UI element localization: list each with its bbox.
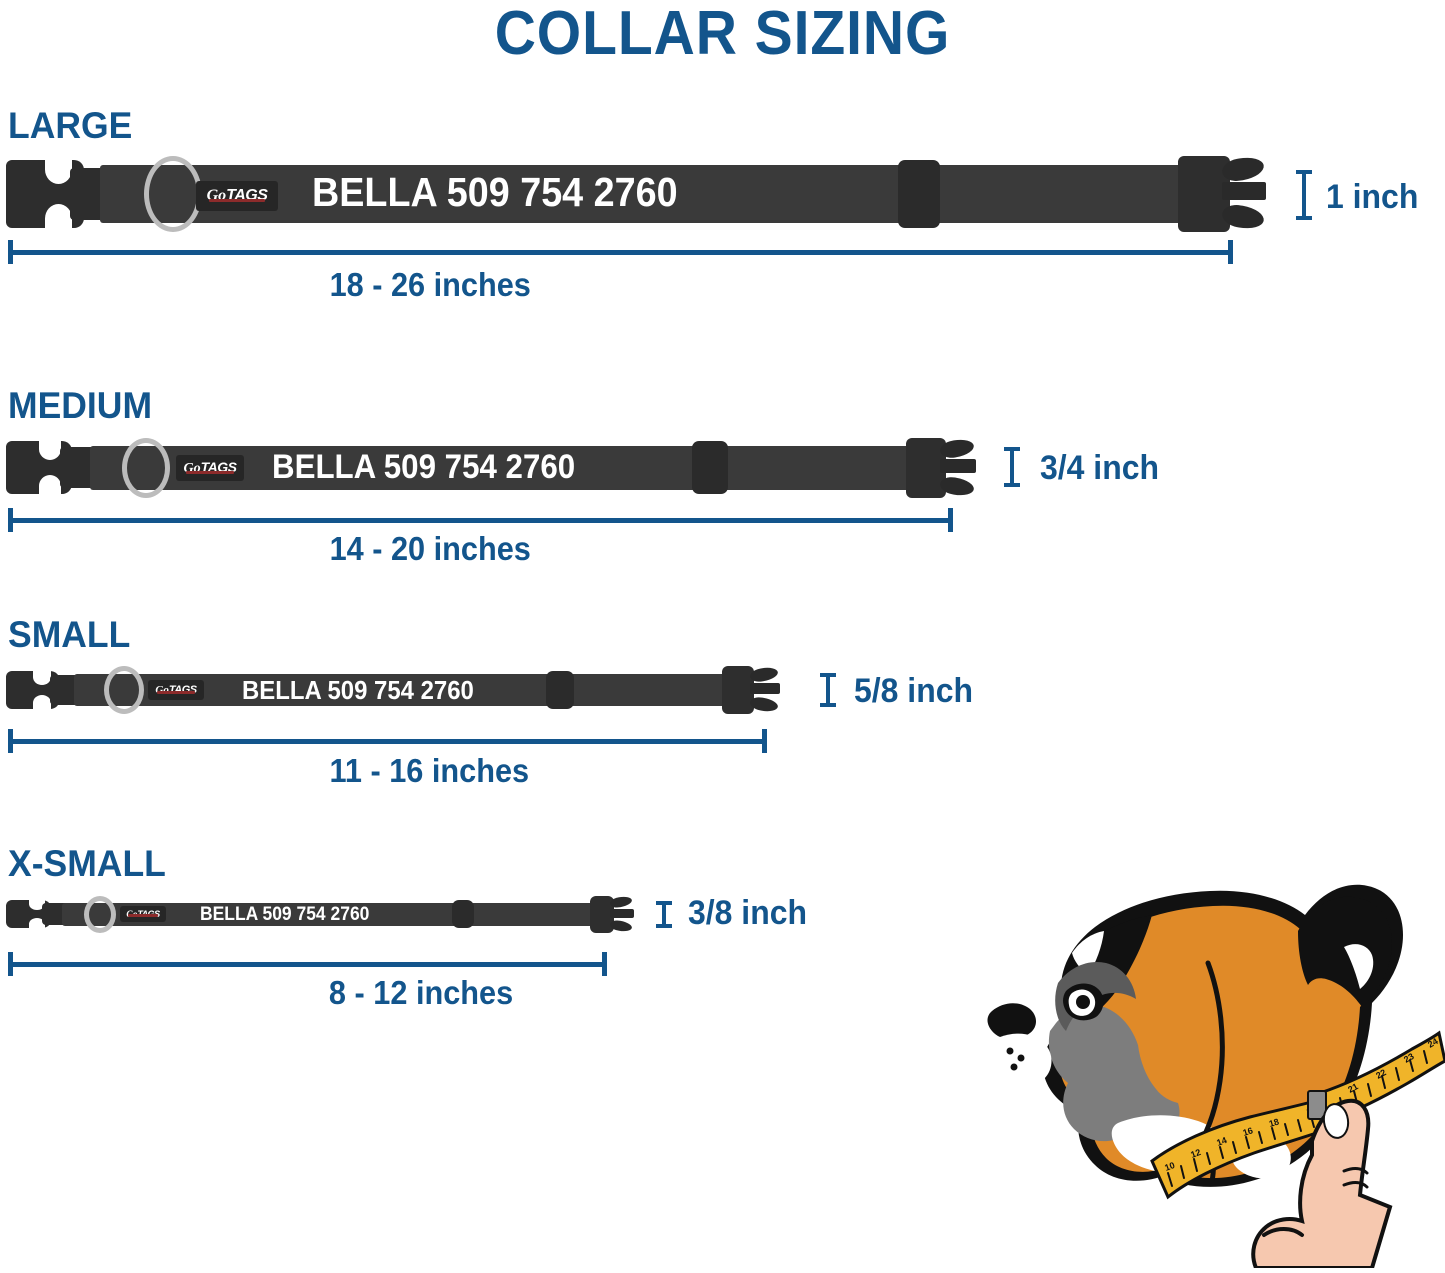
length-text-medium: 14 - 20 inches (329, 530, 531, 567)
width-text-medium: 3/4 inch (1040, 449, 1160, 487)
knuckle-crease (1342, 1181, 1369, 1189)
knuckle-crease (1342, 1167, 1369, 1175)
logo-underline (185, 470, 235, 474)
buckle-prong-bottom (609, 919, 633, 933)
engraved-text-small: BELLA 509 754 2760 (242, 675, 474, 705)
dim-cap-right-xsmall (602, 952, 607, 976)
keeper-loop (452, 900, 474, 928)
engraved-text-medium: BELLA 509 754 2760 (272, 448, 576, 486)
svg-text:16: 16 (1242, 1125, 1255, 1138)
whisker-dot (1006, 1047, 1014, 1055)
dog-head-group (978, 884, 1403, 1187)
collar-strap (100, 165, 1205, 223)
width-indicator-medium (1000, 447, 1024, 487)
dim-cap-right-small (762, 729, 767, 753)
dog-ear-near (1298, 896, 1392, 1007)
logo-tags-text: TAGS (168, 683, 197, 696)
d-ring-icon (104, 666, 144, 714)
width-text-xsmall: 3/8 inch (688, 894, 808, 932)
dim-cap-right-large (1228, 240, 1233, 264)
width-indicator-small (816, 673, 840, 707)
buckle-prong-bottom (749, 695, 779, 714)
width-indicator-large (1292, 170, 1316, 220)
finger-line (1262, 1227, 1304, 1237)
buckle-prong-top (609, 895, 633, 909)
keeper-loop (898, 160, 940, 228)
width-text-small: 5/8 inch (854, 672, 974, 710)
width-text-large: 1 inch (1326, 178, 1419, 216)
length-text-xsmall: 8 - 12 inches (328, 974, 514, 1011)
length-text-large: 18 - 26 inches (329, 266, 531, 303)
buckle-prong-middle (610, 909, 634, 918)
logo-underline (127, 914, 159, 918)
svg-text:22: 22 (1374, 1067, 1388, 1081)
whisker-dot (1017, 1054, 1025, 1062)
length-text-small: 11 - 16 inches (329, 752, 530, 789)
engraved-text-large: BELLA 509 754 2760 (312, 169, 678, 215)
dog-snout-white (988, 1033, 1052, 1090)
logo-tags-text: TAGS (137, 909, 160, 919)
dim-line-large (8, 250, 1232, 255)
buckle-prong-top (749, 665, 779, 684)
buckle-prong-middle (940, 459, 976, 473)
svg-text:14: 14 (1215, 1135, 1228, 1148)
dim-line-small (8, 739, 766, 744)
dim-line-xsmall (8, 962, 606, 967)
buckle-prong-middle (1222, 182, 1266, 200)
dog-muzzle-gray (1048, 1005, 1180, 1145)
whisker-dot (1010, 1063, 1018, 1071)
d-ring-icon (122, 438, 170, 498)
logo-go-text: Go (126, 909, 137, 919)
dog-nose (987, 1003, 1036, 1040)
logo-go-text: Go (183, 461, 201, 476)
fingernail (1322, 1103, 1350, 1139)
svg-text:10: 10 (1163, 1160, 1176, 1173)
dog-blaze (1072, 931, 1104, 975)
dog-ear-highlight (1344, 944, 1374, 989)
svg-text:18: 18 (1268, 1117, 1280, 1129)
width-indicator-xsmall (652, 901, 676, 928)
svg-text:24: 24 (1426, 1036, 1440, 1050)
buckle-male-body (722, 666, 754, 714)
keeper-loop (546, 671, 574, 709)
logo-go-text: Go (155, 683, 169, 696)
logo-tags-text: TAGS (200, 459, 237, 475)
keeper-loop (692, 441, 728, 494)
dog-neck-fold (1195, 960, 1225, 1150)
dog-jaw-white (978, 1081, 1047, 1148)
dim-line-medium (8, 518, 952, 523)
d-ring-icon (144, 156, 202, 232)
size-label-xsmall: X-SMALL (8, 843, 166, 884)
dim-cap-right-medium (948, 508, 953, 532)
size-label-small: SMALL (8, 614, 131, 655)
logo-underline (209, 198, 265, 202)
size-label-medium: MEDIUM (8, 385, 153, 426)
svg-text:23: 23 (1402, 1051, 1416, 1065)
svg-text:21: 21 (1346, 1081, 1360, 1095)
size-label-large: LARGE (8, 105, 133, 146)
tape-clip (1307, 1090, 1327, 1120)
dog-eye (1063, 983, 1104, 1021)
buckle-prong-middle (750, 683, 780, 694)
d-ring-icon (84, 896, 116, 933)
engraved-text-xsmall: BELLA 509 754 2760 (200, 904, 370, 925)
page-title: COLLAR SIZING (494, 0, 951, 68)
svg-text:12: 12 (1189, 1147, 1202, 1160)
dog-measuring-illustration: 10 12 14 16 18 20 21 22 23 24 (920, 855, 1445, 1270)
logo-underline (157, 690, 195, 694)
